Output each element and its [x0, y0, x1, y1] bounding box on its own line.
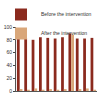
svg-text:40: 40 — [6, 62, 12, 68]
svg-text:20: 20 — [6, 75, 12, 81]
svg-text:60: 60 — [6, 49, 12, 55]
svg-text:100: 100 — [4, 24, 13, 30]
svg-text:Before the intervention: Before the intervention — [41, 11, 92, 17]
svg-text:80: 80 — [6, 37, 12, 43]
svg-text:0: 0 — [9, 88, 12, 94]
svg-text:After the intervention: After the intervention — [41, 30, 87, 36]
